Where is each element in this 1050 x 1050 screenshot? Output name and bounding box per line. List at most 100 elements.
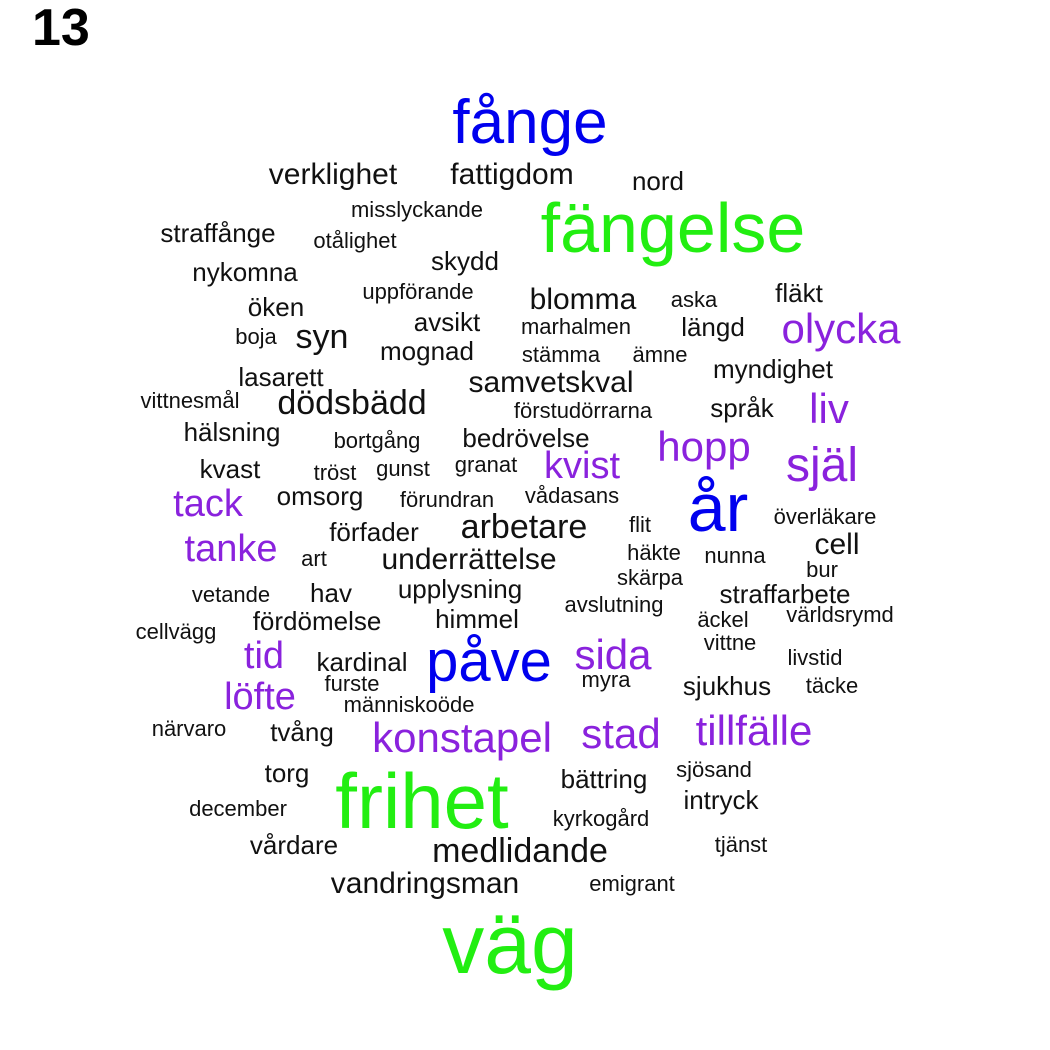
word-varldsrymd: världsrymd bbox=[786, 602, 894, 627]
word-straffarbete: straffarbete bbox=[719, 579, 851, 609]
word-nunna: nunna bbox=[704, 543, 766, 568]
word-sjukhus: sjukhus bbox=[682, 671, 772, 701]
word-kvast: kvast bbox=[199, 454, 261, 484]
word-cellvagg: cellvägg bbox=[135, 619, 217, 644]
word-manniskoode: människoöde bbox=[343, 692, 475, 717]
word-verklighet: verklighet bbox=[268, 158, 398, 191]
word-vardare: vårdare bbox=[249, 830, 339, 860]
word-medlidande: medlidande bbox=[432, 832, 608, 870]
word-marhalmen: marhalmen bbox=[520, 314, 632, 339]
word-tjanst: tjänst bbox=[714, 832, 768, 857]
word-kvist: kvist bbox=[544, 445, 620, 487]
word-myndighet: myndighet bbox=[713, 354, 833, 384]
word-lasarett: lasarett bbox=[238, 362, 324, 392]
word-sjosand: sjösand bbox=[676, 757, 752, 782]
word-vandringsman: vandringsman bbox=[330, 867, 520, 900]
word-upplysning: upplysning bbox=[397, 574, 523, 604]
word-syn: syn bbox=[295, 318, 349, 356]
word-skydd: skydd bbox=[431, 246, 499, 276]
word-aska: aska bbox=[670, 287, 718, 312]
word-otalighet: otålighet bbox=[313, 228, 397, 253]
word-omsorg: omsorg bbox=[276, 481, 364, 511]
word-stamma: stämma bbox=[521, 342, 601, 367]
word-hav: hav bbox=[310, 578, 352, 608]
word-lofte: löfte bbox=[224, 676, 296, 718]
word-furste: furste bbox=[324, 671, 380, 696]
word-arbetare: arbetare bbox=[460, 508, 588, 546]
word-fange: fånge bbox=[452, 88, 608, 157]
word-amne: ämne bbox=[632, 342, 688, 367]
panel-label: 13 bbox=[32, 0, 90, 57]
word-misslyckande: misslyckande bbox=[350, 197, 484, 222]
word-himmel: himmel bbox=[435, 604, 519, 634]
word-konstapel: konstapel bbox=[372, 714, 552, 761]
word-uppforande: uppförande bbox=[362, 279, 474, 304]
word-battring: bättring bbox=[560, 764, 648, 794]
word-hopp: hopp bbox=[657, 423, 751, 470]
word-forundran: förundran bbox=[399, 487, 495, 512]
word-forstudorrarna: förstudörrarna bbox=[513, 398, 653, 423]
word-halsning: hälsning bbox=[183, 417, 281, 447]
word-vittnesmal: vittnesmål bbox=[140, 388, 240, 413]
word-nykomna: nykomna bbox=[192, 257, 298, 287]
word-tacke: täcke bbox=[805, 673, 859, 698]
word-olycka: olycka bbox=[781, 305, 901, 352]
word-emigrant: emigrant bbox=[589, 871, 675, 896]
word-tack: tack bbox=[173, 483, 243, 525]
word-granat: granat bbox=[454, 452, 518, 477]
word-langd: längd bbox=[681, 312, 745, 342]
word-tid: tid bbox=[243, 635, 285, 677]
word-flakt: fläkt bbox=[775, 278, 823, 308]
word-trost: tröst bbox=[313, 460, 357, 485]
word-oken: öken bbox=[247, 292, 305, 322]
word-frihet: frihet bbox=[335, 757, 509, 845]
word-sjal: själ bbox=[785, 439, 859, 492]
word-dodsbadd: dödsbädd bbox=[277, 384, 427, 422]
word-samvetskval: samvetskval bbox=[468, 366, 634, 399]
word-avslutning: avslutning bbox=[564, 592, 664, 617]
word-overlakare: överläkare bbox=[773, 504, 877, 529]
word-flit: flit bbox=[629, 512, 651, 537]
word-hakte: häkte bbox=[627, 540, 681, 565]
word-sida: sida bbox=[574, 631, 652, 678]
word-bur: bur bbox=[806, 557, 838, 582]
word-bortgang: bortgång bbox=[333, 428, 421, 453]
word-intryck: intryck bbox=[683, 785, 759, 815]
word-fordomelse: fördömelse bbox=[252, 606, 382, 636]
word-myra: myra bbox=[581, 667, 631, 692]
word-gunst: gunst bbox=[376, 456, 430, 481]
word-tanke: tanke bbox=[184, 528, 278, 570]
word-skarpa: skärpa bbox=[616, 565, 684, 590]
word-vag: väg bbox=[442, 897, 578, 991]
word-tillfalle: tillfälle bbox=[695, 707, 813, 754]
word-liv: liv bbox=[809, 385, 849, 432]
word-underrattelse: underrättelse bbox=[381, 543, 557, 576]
word-vittne: vittne bbox=[703, 630, 757, 655]
word-avsikt: avsikt bbox=[413, 307, 481, 337]
word-fangelse: fängelse bbox=[540, 189, 806, 267]
word-pave: påve bbox=[426, 629, 552, 694]
word-boja: boja bbox=[235, 324, 277, 349]
word-forfader: förfader bbox=[329, 517, 419, 547]
word-straffange: straffånge bbox=[160, 218, 276, 248]
word-cell: cell bbox=[814, 528, 860, 561]
word-ackel: äckel bbox=[697, 607, 749, 632]
word-december: december bbox=[189, 796, 287, 821]
word-torg: torg bbox=[264, 758, 310, 788]
word-fattigdom: fattigdom bbox=[450, 158, 574, 191]
word-kardinal: kardinal bbox=[316, 647, 408, 677]
word-art: art bbox=[301, 546, 327, 571]
word-bedrovelse: bedrövelse bbox=[462, 423, 590, 453]
word-mognad: mognad bbox=[380, 336, 474, 366]
word-nord: nord bbox=[631, 166, 685, 196]
word-ar: år bbox=[687, 470, 749, 546]
word-stad: stad bbox=[581, 710, 661, 757]
word-blomma: blomma bbox=[529, 283, 637, 316]
word-vetande: vetande bbox=[191, 582, 271, 607]
word-kyrkogard: kyrkogård bbox=[552, 806, 650, 831]
word-tvang: tvång bbox=[270, 717, 334, 747]
word-vadasans: vådasans bbox=[524, 483, 620, 508]
word-sprak: språk bbox=[710, 393, 774, 423]
word-livstid: livstid bbox=[787, 645, 843, 670]
